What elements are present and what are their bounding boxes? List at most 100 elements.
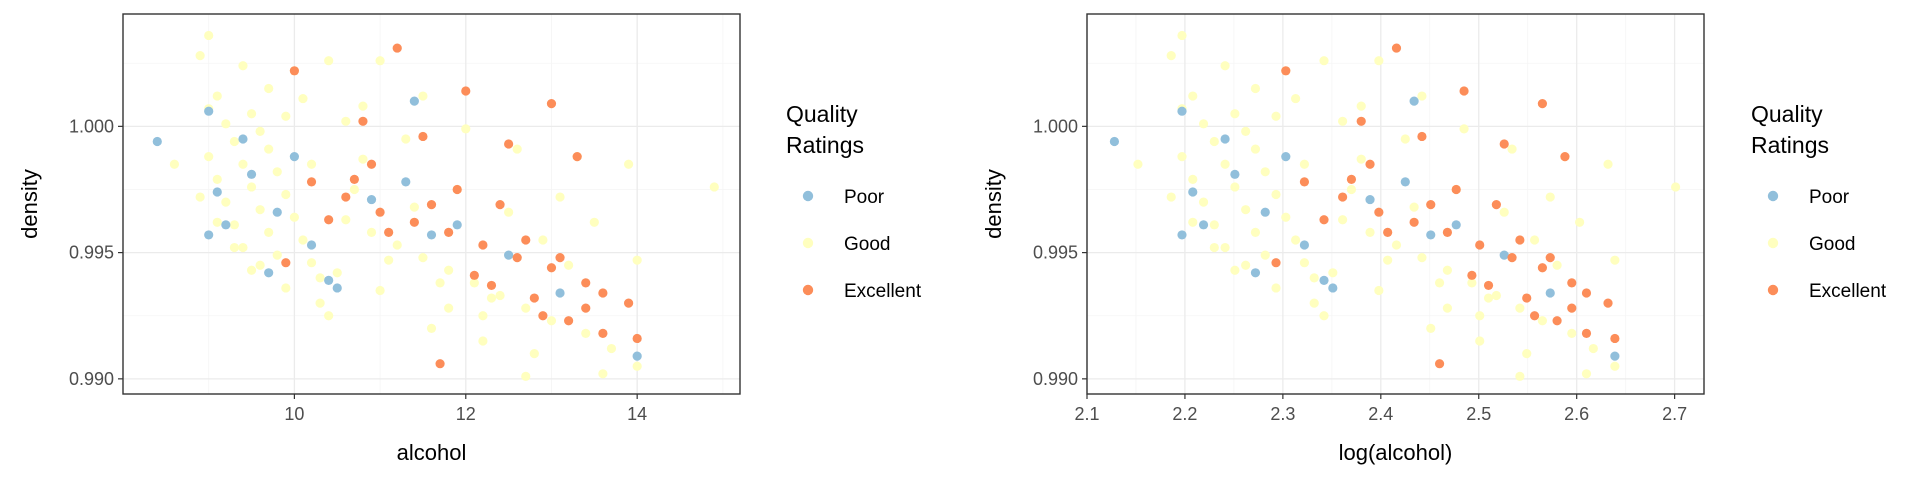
data-point: [272, 250, 282, 260]
data-point: [349, 174, 359, 184]
data-point: [495, 200, 505, 210]
data-point: [1537, 263, 1548, 273]
data-point: [1250, 227, 1261, 238]
data-point: [418, 91, 428, 101]
data-point: [1610, 333, 1620, 344]
data-point: [1560, 152, 1570, 162]
data-point: [1230, 169, 1240, 179]
data-point: [1365, 194, 1375, 205]
data-point: [264, 83, 274, 94]
series-excellent: [281, 43, 642, 369]
x-tick-label: 2.6: [1564, 404, 1589, 424]
data-point: [1209, 220, 1219, 230]
data-point: [1230, 109, 1240, 119]
data-point: [1442, 265, 1453, 275]
data-point: [1299, 258, 1310, 268]
data-point: [1177, 152, 1187, 162]
data-point: [324, 275, 334, 285]
data-point: [212, 91, 222, 101]
data-point: [1365, 227, 1375, 238]
data-point: [264, 268, 274, 278]
data-point: [435, 278, 445, 288]
data-point: [281, 258, 291, 268]
data-point: [152, 136, 162, 147]
y-tick-label: 0.995: [1033, 243, 1078, 263]
data-point: [272, 167, 282, 177]
data-point: [598, 288, 608, 298]
y-axis-title: density: [17, 169, 42, 239]
data-point: [1230, 265, 1240, 275]
y-tick-label: 1.000: [1033, 116, 1078, 136]
data-point: [1374, 56, 1384, 66]
data-point: [358, 154, 368, 164]
data-point: [1250, 268, 1261, 278]
data-point: [546, 263, 557, 273]
data-point: [1319, 215, 1329, 225]
data-point: [401, 177, 411, 187]
data-point: [272, 207, 282, 217]
data-point: [512, 253, 522, 263]
data-point: [598, 328, 608, 339]
data-point: [469, 278, 479, 288]
data-point: [555, 288, 565, 298]
data-point: [1417, 91, 1427, 101]
data-point: [1260, 167, 1270, 177]
data-point: [486, 280, 497, 291]
data-point: [1475, 336, 1485, 346]
legend-key-poor: [1767, 190, 1779, 202]
data-point: [581, 278, 591, 288]
data-point: [538, 235, 548, 245]
data-point: [315, 298, 325, 308]
data-point: [564, 316, 574, 326]
data-point: [1603, 298, 1613, 308]
data-point: [504, 139, 514, 149]
data-point: [504, 207, 514, 217]
data-point: [1567, 303, 1577, 313]
data-point: [238, 159, 248, 169]
data-point: [426, 200, 437, 210]
data-point: [1515, 371, 1525, 381]
data-point: [521, 371, 531, 381]
data-point: [546, 99, 557, 109]
data-point: [623, 159, 634, 169]
data-point: [1271, 258, 1281, 268]
legend-title-line: Ratings: [1751, 132, 1829, 158]
x-axis-title: log(alcohol): [1339, 440, 1453, 465]
data-point: [409, 96, 419, 106]
data-point: [1434, 278, 1445, 288]
data-point: [1271, 189, 1281, 200]
x-tick-label: 2.7: [1662, 404, 1687, 424]
data-point: [366, 227, 377, 238]
data-point: [358, 101, 368, 111]
data-point: [1356, 116, 1366, 126]
data-point: [1250, 83, 1261, 94]
data-point: [1241, 260, 1251, 270]
data-point: [1328, 268, 1338, 278]
data-point: [546, 316, 557, 326]
data-point: [606, 343, 617, 354]
data-point: [212, 217, 222, 227]
data-point: [212, 187, 222, 197]
data-point: [1537, 316, 1548, 326]
data-point: [538, 311, 548, 321]
series-poor: [1109, 96, 1620, 361]
data-point: [478, 336, 488, 346]
data-point: [1491, 200, 1501, 210]
data-point: [1281, 212, 1291, 222]
data-point: [444, 227, 454, 238]
data-point: [332, 283, 342, 293]
data-point: [1346, 184, 1357, 195]
data-point: [478, 240, 488, 250]
data-point: [1319, 311, 1329, 321]
data-point: [1220, 134, 1230, 144]
legend-key-excellent: [802, 284, 814, 296]
y-tick-label: 0.990: [69, 369, 114, 389]
data-point: [384, 255, 394, 265]
data-point: [392, 43, 402, 53]
data-point: [324, 56, 334, 66]
data-point: [392, 240, 402, 250]
data-point: [1281, 66, 1291, 76]
data-point: [1271, 283, 1281, 293]
data-point: [1529, 311, 1540, 321]
